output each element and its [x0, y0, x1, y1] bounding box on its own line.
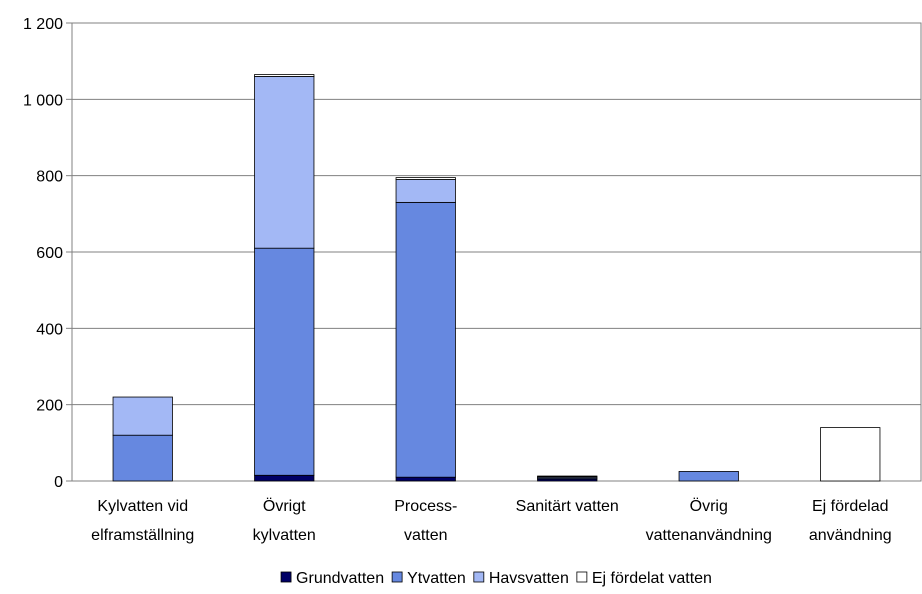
category-label: Övrig	[690, 497, 728, 515]
y-axis-ticks: 0 200 400 600 800 1 000 1 200	[23, 16, 72, 491]
legend-swatch	[391, 571, 403, 583]
bar-segment	[395, 177, 456, 180]
bars	[112, 74, 881, 482]
y-tick-label: 800	[36, 169, 63, 186]
category-label: Kylvatten vid	[97, 498, 188, 515]
bar-segment	[254, 247, 315, 476]
legend: Grundvatten Ytvatten Havsvatten Ej fördelat…	[280, 570, 712, 587]
bar-segment	[395, 179, 456, 203]
category-label: kylvatten	[253, 527, 316, 544]
category-label: Process-	[394, 498, 457, 515]
category-label: Ej fördelad	[812, 498, 889, 515]
legend-label: Ytvatten	[407, 570, 466, 587]
category-label: användning	[809, 527, 892, 544]
legend-label: Ej fördelat vatten	[592, 570, 712, 587]
gridlines	[72, 98, 921, 406]
legend-swatch	[473, 571, 485, 583]
legend-label: Grundvatten	[296, 570, 384, 587]
y-tick-label: 1 000	[23, 92, 63, 109]
x-axis-category-labels: Kylvatten vid elframställning Övrigt kylvat…	[91, 497, 891, 544]
category-label: vatten	[404, 527, 448, 544]
y-tick-label: 0	[54, 474, 63, 491]
legend-label: Havsvatten	[489, 570, 569, 587]
bar-segment	[254, 74, 315, 77]
category-label: Övrigt	[263, 497, 306, 515]
bar-segment	[537, 475, 598, 478]
y-tick-label: 200	[36, 398, 63, 415]
category-label: Sanitärt vatten	[516, 498, 619, 515]
y-tick-label: 600	[36, 245, 63, 262]
bar-segment	[112, 396, 173, 436]
legend-swatch	[280, 571, 292, 583]
category-label: vattenanvändning	[646, 527, 772, 544]
bar-segment	[395, 201, 456, 478]
category-label: elframställning	[91, 527, 194, 544]
bar-segment	[395, 476, 456, 482]
bar-segment	[820, 427, 881, 482]
bar-segment	[254, 76, 315, 249]
legend-swatch	[576, 571, 588, 583]
bar-segment	[254, 474, 315, 482]
bar-segment	[678, 471, 739, 482]
bar-segment	[112, 434, 173, 482]
y-tick-label: 1 200	[23, 16, 63, 33]
y-tick-label: 400	[36, 321, 63, 338]
